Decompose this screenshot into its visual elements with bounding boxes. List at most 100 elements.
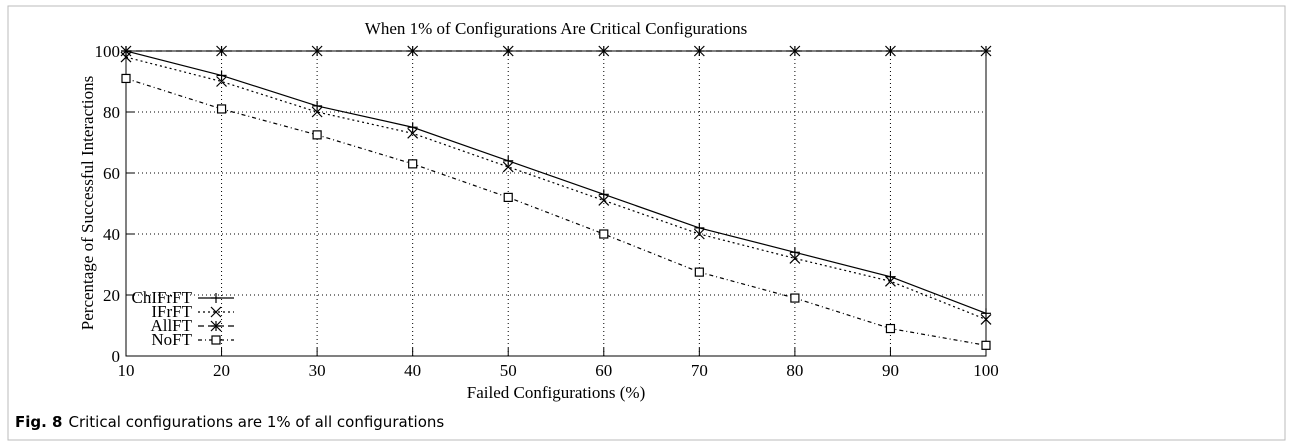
marker <box>312 130 322 140</box>
marker-stroke <box>311 45 323 57</box>
legend-label: AllFT <box>150 316 192 335</box>
marker <box>598 189 609 200</box>
marker <box>120 45 132 57</box>
marker-stroke <box>980 45 992 57</box>
y-tick-label: 60 <box>103 164 120 183</box>
marker <box>216 76 227 87</box>
caption-text: Critical configurations are 1% of all co… <box>68 413 444 431</box>
marker-square <box>211 335 221 345</box>
marker-stroke <box>885 275 896 287</box>
marker-square <box>312 130 322 140</box>
x-tick-label: 50 <box>500 361 517 380</box>
marker-square <box>121 73 131 84</box>
marker-stroke <box>120 45 132 57</box>
marker-stroke <box>598 45 610 57</box>
marker-stroke <box>407 127 419 139</box>
marker <box>121 73 131 84</box>
y-axis-label: Percentage of Successful Interactions <box>78 76 97 330</box>
x-tick-label: 60 <box>595 361 612 380</box>
marker-square <box>408 159 418 169</box>
marker <box>216 70 227 81</box>
series-line <box>125 77 987 346</box>
marker-stroke <box>693 228 705 240</box>
marker <box>408 159 418 169</box>
marker <box>789 45 801 57</box>
x-tick-label: 80 <box>786 361 803 380</box>
marker-stroke <box>502 45 514 57</box>
marker-stroke <box>216 76 227 87</box>
x-tick-label: 40 <box>404 361 421 380</box>
series-line <box>125 50 987 314</box>
marker <box>311 45 323 57</box>
marker-stroke <box>789 45 801 57</box>
x-tick-label: 90 <box>882 361 899 380</box>
marker-stroke <box>210 306 222 318</box>
series-line <box>125 56 987 320</box>
marker-square <box>885 323 896 334</box>
marker <box>503 155 514 166</box>
marker-stroke <box>407 45 419 57</box>
marker-stroke <box>885 45 896 57</box>
y-tick-label: 100 <box>95 42 121 61</box>
x-tick-label: 30 <box>309 361 326 380</box>
x-tick-label: 70 <box>691 361 708 380</box>
marker <box>885 45 896 57</box>
marker-stroke <box>980 313 992 325</box>
marker <box>407 45 419 57</box>
caption-label: Fig. 8 <box>15 413 62 431</box>
marker <box>693 45 705 57</box>
figure-frame <box>7 5 1286 441</box>
marker <box>694 267 704 277</box>
marker <box>502 45 514 57</box>
marker-square <box>981 340 991 350</box>
marker <box>789 247 800 258</box>
marker <box>210 320 222 332</box>
marker <box>981 308 991 319</box>
legend-label: IFrFT <box>151 302 192 321</box>
marker <box>599 229 609 239</box>
marker <box>503 192 513 202</box>
marker-square <box>599 229 609 239</box>
marker-square <box>216 104 227 114</box>
marker <box>407 122 418 133</box>
marker <box>981 340 991 350</box>
marker-stroke <box>598 195 610 206</box>
marker-square <box>694 267 704 277</box>
marker <box>693 228 705 240</box>
marker <box>312 100 323 111</box>
marker <box>211 335 221 345</box>
marker <box>598 45 610 57</box>
marker-stroke <box>789 252 801 264</box>
marker-stroke <box>216 45 227 57</box>
x-axis-label: Failed Configurations (%) <box>467 383 645 402</box>
marker <box>980 45 992 57</box>
marker <box>598 195 610 206</box>
marker <box>694 222 705 233</box>
marker-stroke <box>210 320 222 332</box>
y-tick-label: 0 <box>112 347 121 366</box>
marker <box>885 323 896 334</box>
legend-label: NoFT <box>151 330 192 349</box>
marker-square <box>503 192 513 202</box>
marker <box>216 45 227 57</box>
marker <box>407 127 419 139</box>
marker <box>790 293 800 303</box>
marker-stroke <box>502 161 514 173</box>
marker <box>885 271 896 282</box>
marker <box>789 252 801 264</box>
marker-square <box>790 293 800 303</box>
y-tick-label: 40 <box>103 225 120 244</box>
marker <box>885 275 896 287</box>
plot-frame <box>125 50 987 357</box>
caption: Fig. 8 Critical configurations are 1% of … <box>15 413 444 431</box>
marker <box>311 106 323 118</box>
x-tick-label: 100 <box>973 361 999 380</box>
marker-stroke <box>311 106 323 118</box>
marker <box>980 313 992 325</box>
marker <box>211 293 221 303</box>
x-tick-label: 20 <box>213 361 230 380</box>
y-tick-label: 80 <box>103 103 120 122</box>
marker <box>210 306 222 318</box>
marker <box>216 104 227 114</box>
